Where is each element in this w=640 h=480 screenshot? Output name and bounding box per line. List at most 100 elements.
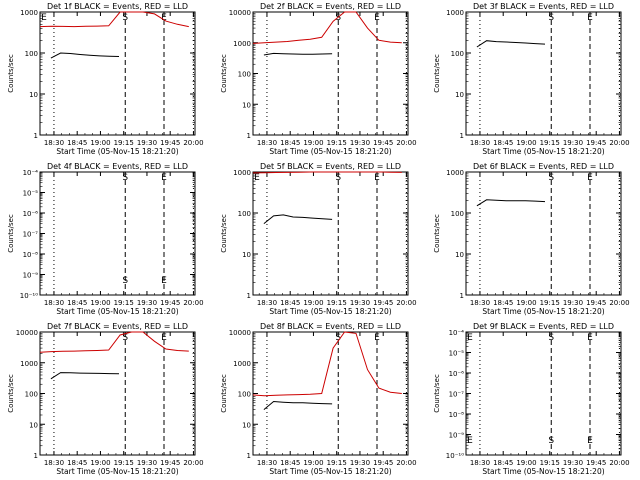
y-tick-label: 1000 <box>20 360 38 368</box>
marker-label-top: E <box>374 13 380 23</box>
x-tick-label: 20:00 <box>609 299 629 307</box>
events-series-line <box>263 52 333 56</box>
x-tick-label: 18:45 <box>280 459 300 467</box>
y-tick-label: 100 <box>238 71 251 79</box>
detector-panel: Det 6f BLACK = Events, RED = LLD 1 10 100 10… <box>433 162 630 316</box>
x-tick-label: 18:45 <box>67 459 87 467</box>
lld-series-line <box>252 331 402 397</box>
plot-frame <box>252 11 409 136</box>
x-tick-label: 19:00 <box>303 139 323 147</box>
x-tick-label: 19:30 <box>350 459 370 467</box>
x-tick-label: 18:30 <box>44 299 64 307</box>
x-axis-title: Start Time (05-Nov-15 18:21:20) <box>56 467 178 476</box>
x-tick-label: 19:00 <box>516 299 536 307</box>
marker-label-top: E <box>374 333 380 343</box>
y-tick-label: 10⁻⁹ <box>449 432 465 440</box>
x-tick-label: 20:00 <box>183 299 203 307</box>
x-tick-label: 19:15 <box>327 299 347 307</box>
y-tick-label: 10⁻⁵ <box>449 350 465 358</box>
x-tick-label: 19:30 <box>350 299 370 307</box>
x-tick-label: 18:45 <box>493 299 513 307</box>
x-tick-label: 19:15 <box>540 139 560 147</box>
x-tick-label: 19:15 <box>114 459 134 467</box>
y-axis-title: Counts/sec <box>220 374 228 413</box>
y-tick-label: 10⁻⁷ <box>449 391 465 399</box>
x-tick-label: 19:30 <box>137 299 157 307</box>
y-axis-title: Counts/sec <box>220 214 228 253</box>
plot-frame <box>252 171 409 296</box>
x-tick-label: 18:30 <box>257 139 277 147</box>
panel-title: Det 9f BLACK = Events, RED = LLD <box>473 322 614 331</box>
x-tick-label: 20:00 <box>183 139 203 147</box>
marker-label-top: E <box>161 173 167 183</box>
detector-panel: Det 9f BLACK = Events, RED = LLD 10⁻¹⁰ 10⁻… <box>433 322 630 476</box>
x-tick-label: 18:30 <box>470 299 490 307</box>
x-tick-label: 19:15 <box>114 299 134 307</box>
x-tick-label: 19:15 <box>327 139 347 147</box>
panel-title: Det 2f BLACK = Events, RED = LLD <box>260 2 401 11</box>
x-tick-label: 20:00 <box>396 299 416 307</box>
x-tick-label: 19:15 <box>327 459 347 467</box>
x-tick-label: 19:30 <box>563 459 583 467</box>
x-tick-label: 19:45 <box>373 139 393 147</box>
plot-frame <box>465 171 622 296</box>
panel-title: Det 6f BLACK = Events, RED = LLD <box>473 162 614 171</box>
detector-panel: Det 3f BLACK = Events, RED = LLD 1 10 100 10… <box>433 2 630 156</box>
x-tick-label: 18:30 <box>470 459 490 467</box>
x-tick-label: 19:45 <box>586 299 606 307</box>
x-axis-title: Start Time (05-Nov-15 18:21:20) <box>56 307 178 316</box>
x-tick-label: 18:45 <box>493 139 513 147</box>
panel-title: Det 7f BLACK = Events, RED = LLD <box>47 322 188 331</box>
x-tick-label: 18:30 <box>257 459 277 467</box>
marker-label-top: E <box>587 173 593 183</box>
y-tick-label: 10⁻⁷ <box>23 231 39 239</box>
y-tick-label: 10 <box>455 91 464 99</box>
detector-panel: Det 2f BLACK = Events, RED = LLD 1 10 100 10… <box>220 2 417 156</box>
detector-panel: Det 8f BLACK = Events, RED = LLD 1 10 100 10… <box>220 322 417 476</box>
marker-label-top: E <box>374 173 380 183</box>
x-tick-label: 20:00 <box>396 139 416 147</box>
y-tick-label: 1000 <box>233 360 251 368</box>
x-tick-label: 18:45 <box>280 139 300 147</box>
plot-frame <box>39 331 196 456</box>
lld-series-line <box>252 11 402 44</box>
x-tick-label: 19:00 <box>516 459 536 467</box>
panel-title: Det 1f BLACK = Events, RED = LLD <box>47 2 188 11</box>
x-tick-label: 20:00 <box>183 459 203 467</box>
y-tick-label: 10 <box>242 251 251 259</box>
y-tick-label: 1000 <box>233 40 251 48</box>
x-tick-label: 19:30 <box>350 139 370 147</box>
x-tick-label: 18:45 <box>280 299 300 307</box>
y-tick-label: 1 <box>460 292 464 300</box>
x-tick-label: 20:00 <box>396 459 416 467</box>
marker-label-top: S <box>548 173 554 183</box>
x-tick-label: 18:45 <box>67 299 87 307</box>
y-tick-label: 10⁻⁴ <box>23 169 39 177</box>
y-axis-title: Counts/sec <box>220 54 228 93</box>
x-tick-label: 19:15 <box>540 299 560 307</box>
plot-frame <box>39 171 196 296</box>
x-axis-title: Start Time (05-Nov-15 18:21:20) <box>269 467 391 476</box>
x-axis-title: Start Time (05-Nov-15 18:21:20) <box>269 307 391 316</box>
y-tick-label: 1000 <box>233 169 251 177</box>
y-tick-label: 10⁻⁶ <box>23 210 39 218</box>
x-tick-label: 19:45 <box>160 139 180 147</box>
x-tick-label: 19:00 <box>303 299 323 307</box>
y-tick-label: 10⁻⁶ <box>449 370 465 378</box>
marker-label-bottom: S <box>548 436 554 446</box>
marker-label-top: S <box>122 173 128 183</box>
marker-label-top: E <box>161 333 167 343</box>
y-tick-label: 10⁻⁹ <box>23 272 39 280</box>
x-tick-label: 19:30 <box>563 139 583 147</box>
y-axis-title: Counts/sec <box>433 214 441 253</box>
y-tick-label: 1000 <box>446 9 464 17</box>
panel-title: Det 5f BLACK = Events, RED = LLD <box>260 162 401 171</box>
x-tick-label: 19:15 <box>114 139 134 147</box>
y-tick-label: 10⁻¹⁰ <box>20 292 38 300</box>
events-series-line <box>476 199 546 207</box>
marker-label-top: E <box>254 173 260 183</box>
x-axis-title: Start Time (05-Nov-15 18:21:20) <box>56 147 178 156</box>
y-tick-label: 10⁻⁵ <box>23 190 39 198</box>
y-tick-label: 10 <box>242 421 251 429</box>
